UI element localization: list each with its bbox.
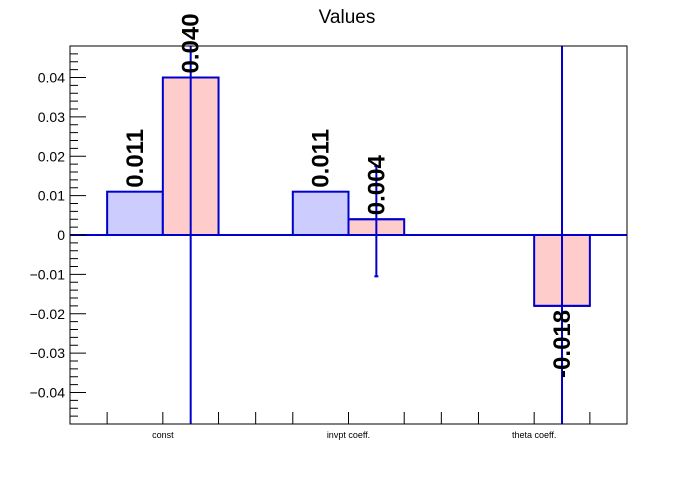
y-tick-label: −0.04 [30, 385, 66, 401]
data-label: 0.040 [178, 13, 205, 73]
bar-a-0 [106, 190, 164, 236]
y-tick-label: −0.02 [30, 306, 66, 322]
bars-layer [106, 76, 591, 307]
data-label: 0.011 [308, 129, 335, 188]
data-labels-layer: 0.011 0.011 0.040 0.004 -0.018 [122, 13, 576, 378]
y-tick-label: 0.04 [38, 70, 65, 86]
axes-layer: −0.04 −0.03 −0.02 −0.01 0 0.01 0.02 0.03 0.04 con… [30, 45, 628, 440]
data-label: -0.018 [549, 310, 576, 378]
y-tick-label: −0.03 [30, 345, 66, 361]
chart-title: Values [319, 7, 376, 28]
x-tick-label: theta coeff. [512, 430, 556, 440]
x-tick-label: const [152, 430, 174, 440]
data-label: 0.011 [122, 129, 149, 188]
y-tick-label: 0 [57, 227, 65, 243]
y-tick-label: −0.01 [30, 266, 66, 282]
y-tick-label: 0.01 [38, 188, 65, 204]
y-tick-label: 0.03 [38, 109, 65, 125]
y-tick-label: 0.02 [38, 148, 65, 164]
error-bars-layer [162, 46, 590, 424]
x-tick-label: invpt coeff. [327, 430, 370, 440]
data-label: 0.004 [363, 155, 390, 216]
bar-a-1 [291, 190, 350, 236]
